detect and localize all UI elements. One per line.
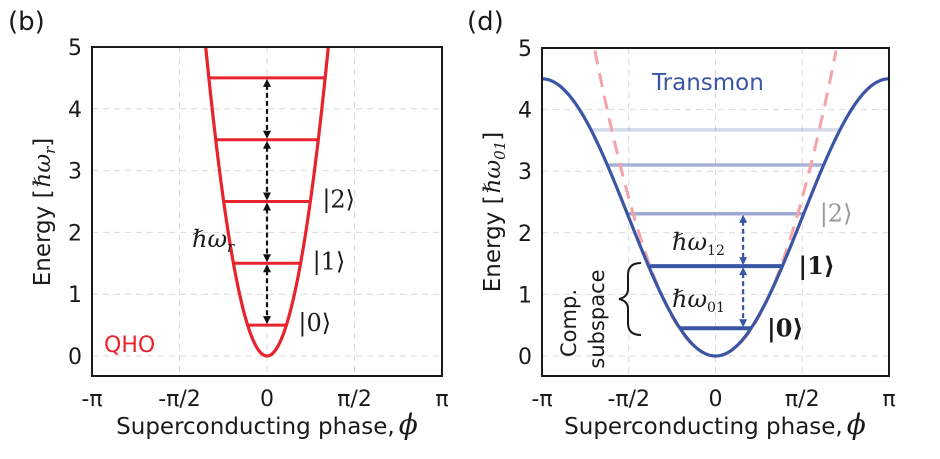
level-label: |2⟩	[322, 186, 355, 215]
level-label: |0⟩	[767, 313, 803, 342]
spacing-annotation-sub: r	[227, 238, 235, 256]
y-axis-label: Energy [ℏωr]	[30, 138, 59, 287]
transition-arrow-head-down	[263, 254, 271, 263]
plot-frame	[541, 47, 890, 377]
panel-b: (b) -π -π/2 0 π/2 π 0 1 2 3 4 5 Superconducting p…	[8, 7, 449, 441]
y-tick-label: 2	[518, 222, 532, 247]
qho-reference-curve	[593, 50, 838, 358]
y-tick-labels: 0 1 2 3 4 5	[68, 36, 82, 370]
y-axis-unit-sub: r	[41, 146, 59, 154]
y-tick-labels: 0 1 2 3 4 5	[518, 37, 532, 370]
transition-arrow-12-head-down	[739, 257, 748, 266]
energy-levels	[208, 76, 326, 327]
y-axis-unit: ℏω	[480, 160, 506, 194]
y-tick-label: 3	[518, 160, 532, 185]
omega12-text: ℏω	[672, 228, 707, 256]
comp-subspace-label-line1: Comp.	[557, 289, 581, 357]
x-axis-symbol: ϕ	[847, 408, 866, 441]
y-tick-label: 2	[68, 221, 82, 246]
x-axis-label-text: Superconducting phase,	[116, 414, 395, 440]
omega01-sub: 01	[707, 300, 725, 316]
transition-arrow-head-down	[263, 316, 271, 325]
y-axis-label: Energy [ℏω01]	[480, 132, 509, 292]
omega12-annotation: ℏω12	[672, 228, 725, 259]
y-axis-label-close: ]	[30, 138, 56, 147]
y-tick-label: 0	[518, 345, 532, 370]
omega01-annotation: ℏω01	[672, 285, 725, 316]
level-label: |1⟩	[313, 247, 346, 276]
panel-label: (d)	[467, 7, 504, 37]
x-axis-label: Superconducting phase, ϕ	[116, 408, 418, 441]
spacing-annotation-text: ℏω	[192, 225, 227, 253]
transmon-label: Transmon	[651, 70, 764, 96]
y-axis-unit: ℏω	[30, 154, 56, 188]
panel-label: (b)	[8, 7, 45, 37]
omega12-sub: 12	[707, 243, 725, 259]
energy-levels	[591, 128, 840, 331]
y-tick-label: 4	[518, 99, 532, 124]
x-tick-labels: -π -π/2 0 π/2 π	[81, 387, 448, 412]
x-tick-label: 0	[709, 387, 723, 412]
x-tick-label: 0	[260, 387, 274, 412]
level-labels: |0⟩ |1⟩ |2⟩	[767, 200, 852, 343]
y-tick-label: 5	[518, 37, 532, 62]
transition-arrows	[263, 78, 271, 325]
x-tick-label: π	[435, 387, 448, 412]
x-axis-label-text: Superconducting phase,	[564, 414, 843, 440]
x-axis-symbol: ϕ	[399, 408, 418, 441]
transition-arrow-head-up	[263, 202, 271, 211]
transition-arrow-01-head-down	[739, 319, 748, 328]
spacing-annotation: ℏωr	[192, 225, 235, 256]
grid	[542, 48, 889, 376]
transition-arrow-01-head-up	[739, 267, 748, 276]
y-axis-label-text: Energy [	[30, 189, 56, 286]
y-tick-label: 5	[68, 36, 82, 61]
comp-subspace-label-line2: subspace	[585, 269, 609, 368]
x-tick-label: -π/2	[607, 387, 650, 412]
transition-arrow-head-down	[263, 192, 271, 201]
y-tick-label: 3	[68, 160, 82, 185]
y-tick-label: 0	[68, 345, 82, 370]
grid	[92, 47, 442, 376]
transition-arrow-head-up	[263, 78, 271, 87]
y-tick-label: 1	[518, 283, 532, 308]
x-tick-label: -π/2	[158, 387, 201, 412]
y-tick-label: 1	[68, 283, 82, 308]
transition-arrows	[739, 214, 748, 328]
qho-label: QHO	[104, 333, 155, 358]
level-label: |2⟩	[820, 200, 853, 229]
x-axis-label: Superconducting phase, ϕ	[564, 408, 866, 441]
x-tick-labels: -π -π/2 0 π/2 π	[531, 387, 895, 412]
transmon-potential-curve	[541, 77, 890, 358]
x-tick-label: π	[882, 387, 895, 412]
transition-arrow-head-down	[263, 130, 271, 139]
y-tick-label: 4	[68, 98, 82, 123]
y-axis-label-close: ]	[480, 132, 506, 141]
x-tick-label: -π	[531, 387, 552, 412]
x-tick-label: -π	[81, 387, 102, 412]
y-axis-unit-sub: 01	[491, 141, 509, 160]
transition-arrow-head-up	[263, 264, 271, 273]
level-label: |1⟩	[798, 251, 834, 280]
x-tick-label: π/2	[337, 387, 372, 412]
curly-brace	[618, 262, 642, 336]
transition-arrow-12-head-up	[739, 214, 748, 223]
x-tick-label: π/2	[785, 387, 820, 412]
plot-frame	[91, 46, 443, 377]
omega01-text: ℏω	[672, 285, 707, 313]
level-labels: |0⟩ |1⟩ |2⟩	[298, 186, 355, 339]
y-axis-label-text: Energy [	[480, 195, 506, 292]
transition-arrow-head-up	[263, 140, 271, 149]
level-label: |0⟩	[298, 309, 331, 338]
qho-potential-curve	[204, 47, 330, 358]
